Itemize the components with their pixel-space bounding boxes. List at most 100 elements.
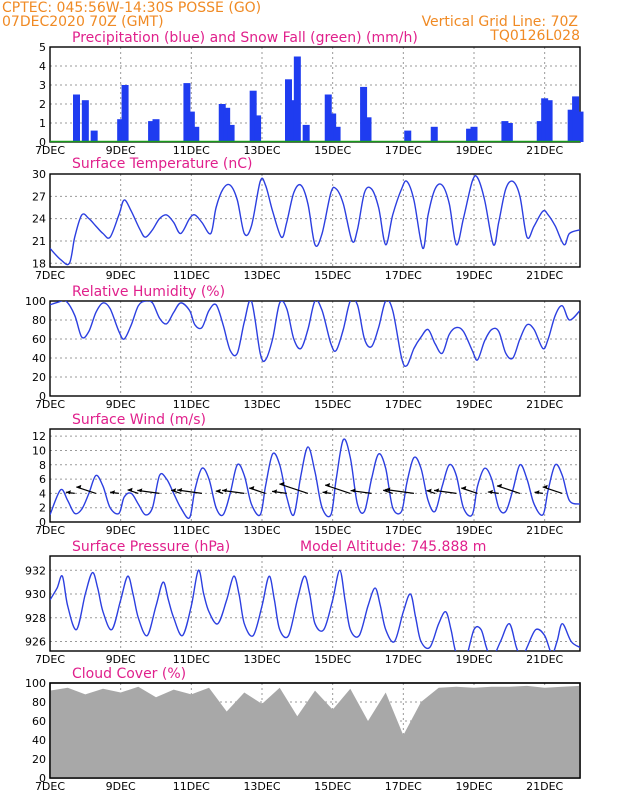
cloud-xtick: 15DEC bbox=[314, 780, 351, 793]
precip-bar bbox=[364, 117, 372, 142]
precip-bar bbox=[333, 126, 341, 142]
rh-line bbox=[50, 301, 580, 368]
precip-ytick: 1 bbox=[39, 117, 46, 130]
precip-frame bbox=[49, 46, 581, 143]
precip-xtick: 13DEC bbox=[243, 144, 280, 157]
precip-bar bbox=[223, 107, 231, 142]
precip-bar bbox=[576, 111, 584, 142]
temp-xtick: 19DEC bbox=[455, 269, 492, 282]
rh-ytick: 60 bbox=[32, 333, 46, 346]
cloud-ytick: 60 bbox=[32, 715, 46, 728]
temp-xtick: 7DEC bbox=[35, 269, 65, 282]
pres-ytick: 932 bbox=[25, 564, 46, 577]
precip-bar bbox=[293, 56, 301, 142]
temp-xtick: 9DEC bbox=[106, 269, 136, 282]
precip-bar bbox=[90, 130, 98, 142]
wind-arrow-head bbox=[127, 487, 133, 492]
wind-ytick: 0 bbox=[39, 516, 46, 529]
precip-bar bbox=[430, 126, 438, 142]
pres-ytick: 928 bbox=[25, 612, 46, 625]
wind-arrow-head bbox=[434, 488, 440, 493]
temp-xtick: 13DEC bbox=[243, 269, 280, 282]
pres-xtick: 7DEC bbox=[35, 653, 65, 666]
precip-bar bbox=[254, 115, 262, 142]
precip-title: Precipitation (blue) and Snow Fall (gree… bbox=[72, 30, 418, 46]
wind-xtick: 11DEC bbox=[173, 524, 210, 537]
precip-bar bbox=[329, 113, 337, 142]
wind-arrow-head bbox=[279, 481, 285, 486]
cloud-ytick: 40 bbox=[32, 734, 46, 747]
precip-bar bbox=[470, 126, 478, 142]
temp-xtick: 17DEC bbox=[385, 269, 422, 282]
wind-arrow-head bbox=[487, 489, 493, 494]
wind-arrow-head bbox=[272, 489, 278, 494]
temp-xtick: 15DEC bbox=[314, 269, 351, 282]
wind-arrow-head bbox=[426, 488, 432, 493]
rh-xtick: 13DEC bbox=[243, 398, 280, 411]
cloud-frame-top bbox=[49, 682, 581, 779]
rh-ytick: 100 bbox=[25, 295, 46, 308]
wind-arrow-head bbox=[325, 483, 331, 487]
wind-arrow-head bbox=[350, 488, 356, 493]
precip-ytick: 4 bbox=[39, 60, 46, 73]
cloud-ytick: 20 bbox=[32, 753, 46, 766]
precip-bar bbox=[227, 124, 235, 142]
wind-arrow-head bbox=[249, 486, 255, 490]
rh-title: Relative Humidity (%) bbox=[72, 284, 225, 300]
wind-arrow-head bbox=[222, 488, 228, 493]
precip-bar bbox=[152, 119, 160, 142]
precip-bar bbox=[148, 121, 156, 142]
precip-bar bbox=[289, 100, 297, 142]
precip-ytick: 0 bbox=[39, 136, 46, 149]
precip-bar bbox=[404, 130, 412, 142]
grid-note: Vertical Grid Line: 70Z bbox=[422, 14, 578, 30]
pres-xtick: 21DEC bbox=[526, 653, 563, 666]
wind-arrow-head bbox=[171, 488, 177, 493]
temp-ytick: 18 bbox=[32, 257, 46, 270]
wind-xtick: 21DEC bbox=[526, 524, 563, 537]
wind-title: Surface Wind (m/s) bbox=[72, 412, 206, 428]
precip-bar bbox=[466, 128, 474, 142]
rh-xtick: 11DEC bbox=[173, 398, 210, 411]
precip-bar bbox=[360, 86, 368, 142]
wind-arrow-head bbox=[76, 484, 82, 489]
temp-xtick: 11DEC bbox=[173, 269, 210, 282]
pres-xtick: 17DEC bbox=[385, 653, 422, 666]
wind-arrow bbox=[385, 488, 415, 494]
rh-ytick: 80 bbox=[32, 314, 46, 327]
pres-xtick: 19DEC bbox=[455, 653, 492, 666]
rh-xtick: 17DEC bbox=[385, 398, 422, 411]
precip-xtick: 9DEC bbox=[106, 144, 136, 157]
wind-xtick: 15DEC bbox=[314, 524, 351, 537]
wind-ytick: 8 bbox=[39, 459, 46, 472]
run-id: TQ0126L028 bbox=[489, 28, 580, 44]
pres-frame bbox=[49, 555, 581, 652]
pres-ytick: 930 bbox=[25, 588, 46, 601]
cloud-xtick: 13DEC bbox=[243, 780, 280, 793]
cloud-ytick: 80 bbox=[32, 696, 46, 709]
precip-bar bbox=[121, 85, 129, 142]
precip-xtick: 21DEC bbox=[526, 144, 563, 157]
pres-xtick: 9DEC bbox=[106, 653, 136, 666]
temp-xtick: 21DEC bbox=[526, 269, 563, 282]
station-header: CPTEC: 045:56W-14:30S POSSE (GO) bbox=[2, 0, 261, 16]
temp-frame bbox=[49, 173, 581, 268]
precip-xtick: 17DEC bbox=[385, 144, 422, 157]
cloud-xtick: 21DEC bbox=[526, 780, 563, 793]
cloud-ytick: 100 bbox=[25, 677, 46, 690]
precip-ytick: 3 bbox=[39, 79, 46, 92]
wind-ytick: 10 bbox=[32, 444, 46, 457]
wind-ytick: 2 bbox=[39, 502, 46, 515]
precip-bar bbox=[117, 119, 125, 142]
precip-bar bbox=[545, 100, 553, 142]
precip-bar bbox=[541, 98, 549, 142]
cloud-ytick: 0 bbox=[39, 772, 46, 785]
precip-xtick: 19DEC bbox=[455, 144, 492, 157]
rh-xtick: 21DEC bbox=[526, 398, 563, 411]
precip-bar bbox=[187, 111, 195, 142]
rh-ytick: 0 bbox=[39, 390, 46, 403]
rh-xtick: 19DEC bbox=[455, 398, 492, 411]
rh-ytick: 40 bbox=[32, 352, 46, 365]
precip-bar bbox=[73, 94, 80, 142]
